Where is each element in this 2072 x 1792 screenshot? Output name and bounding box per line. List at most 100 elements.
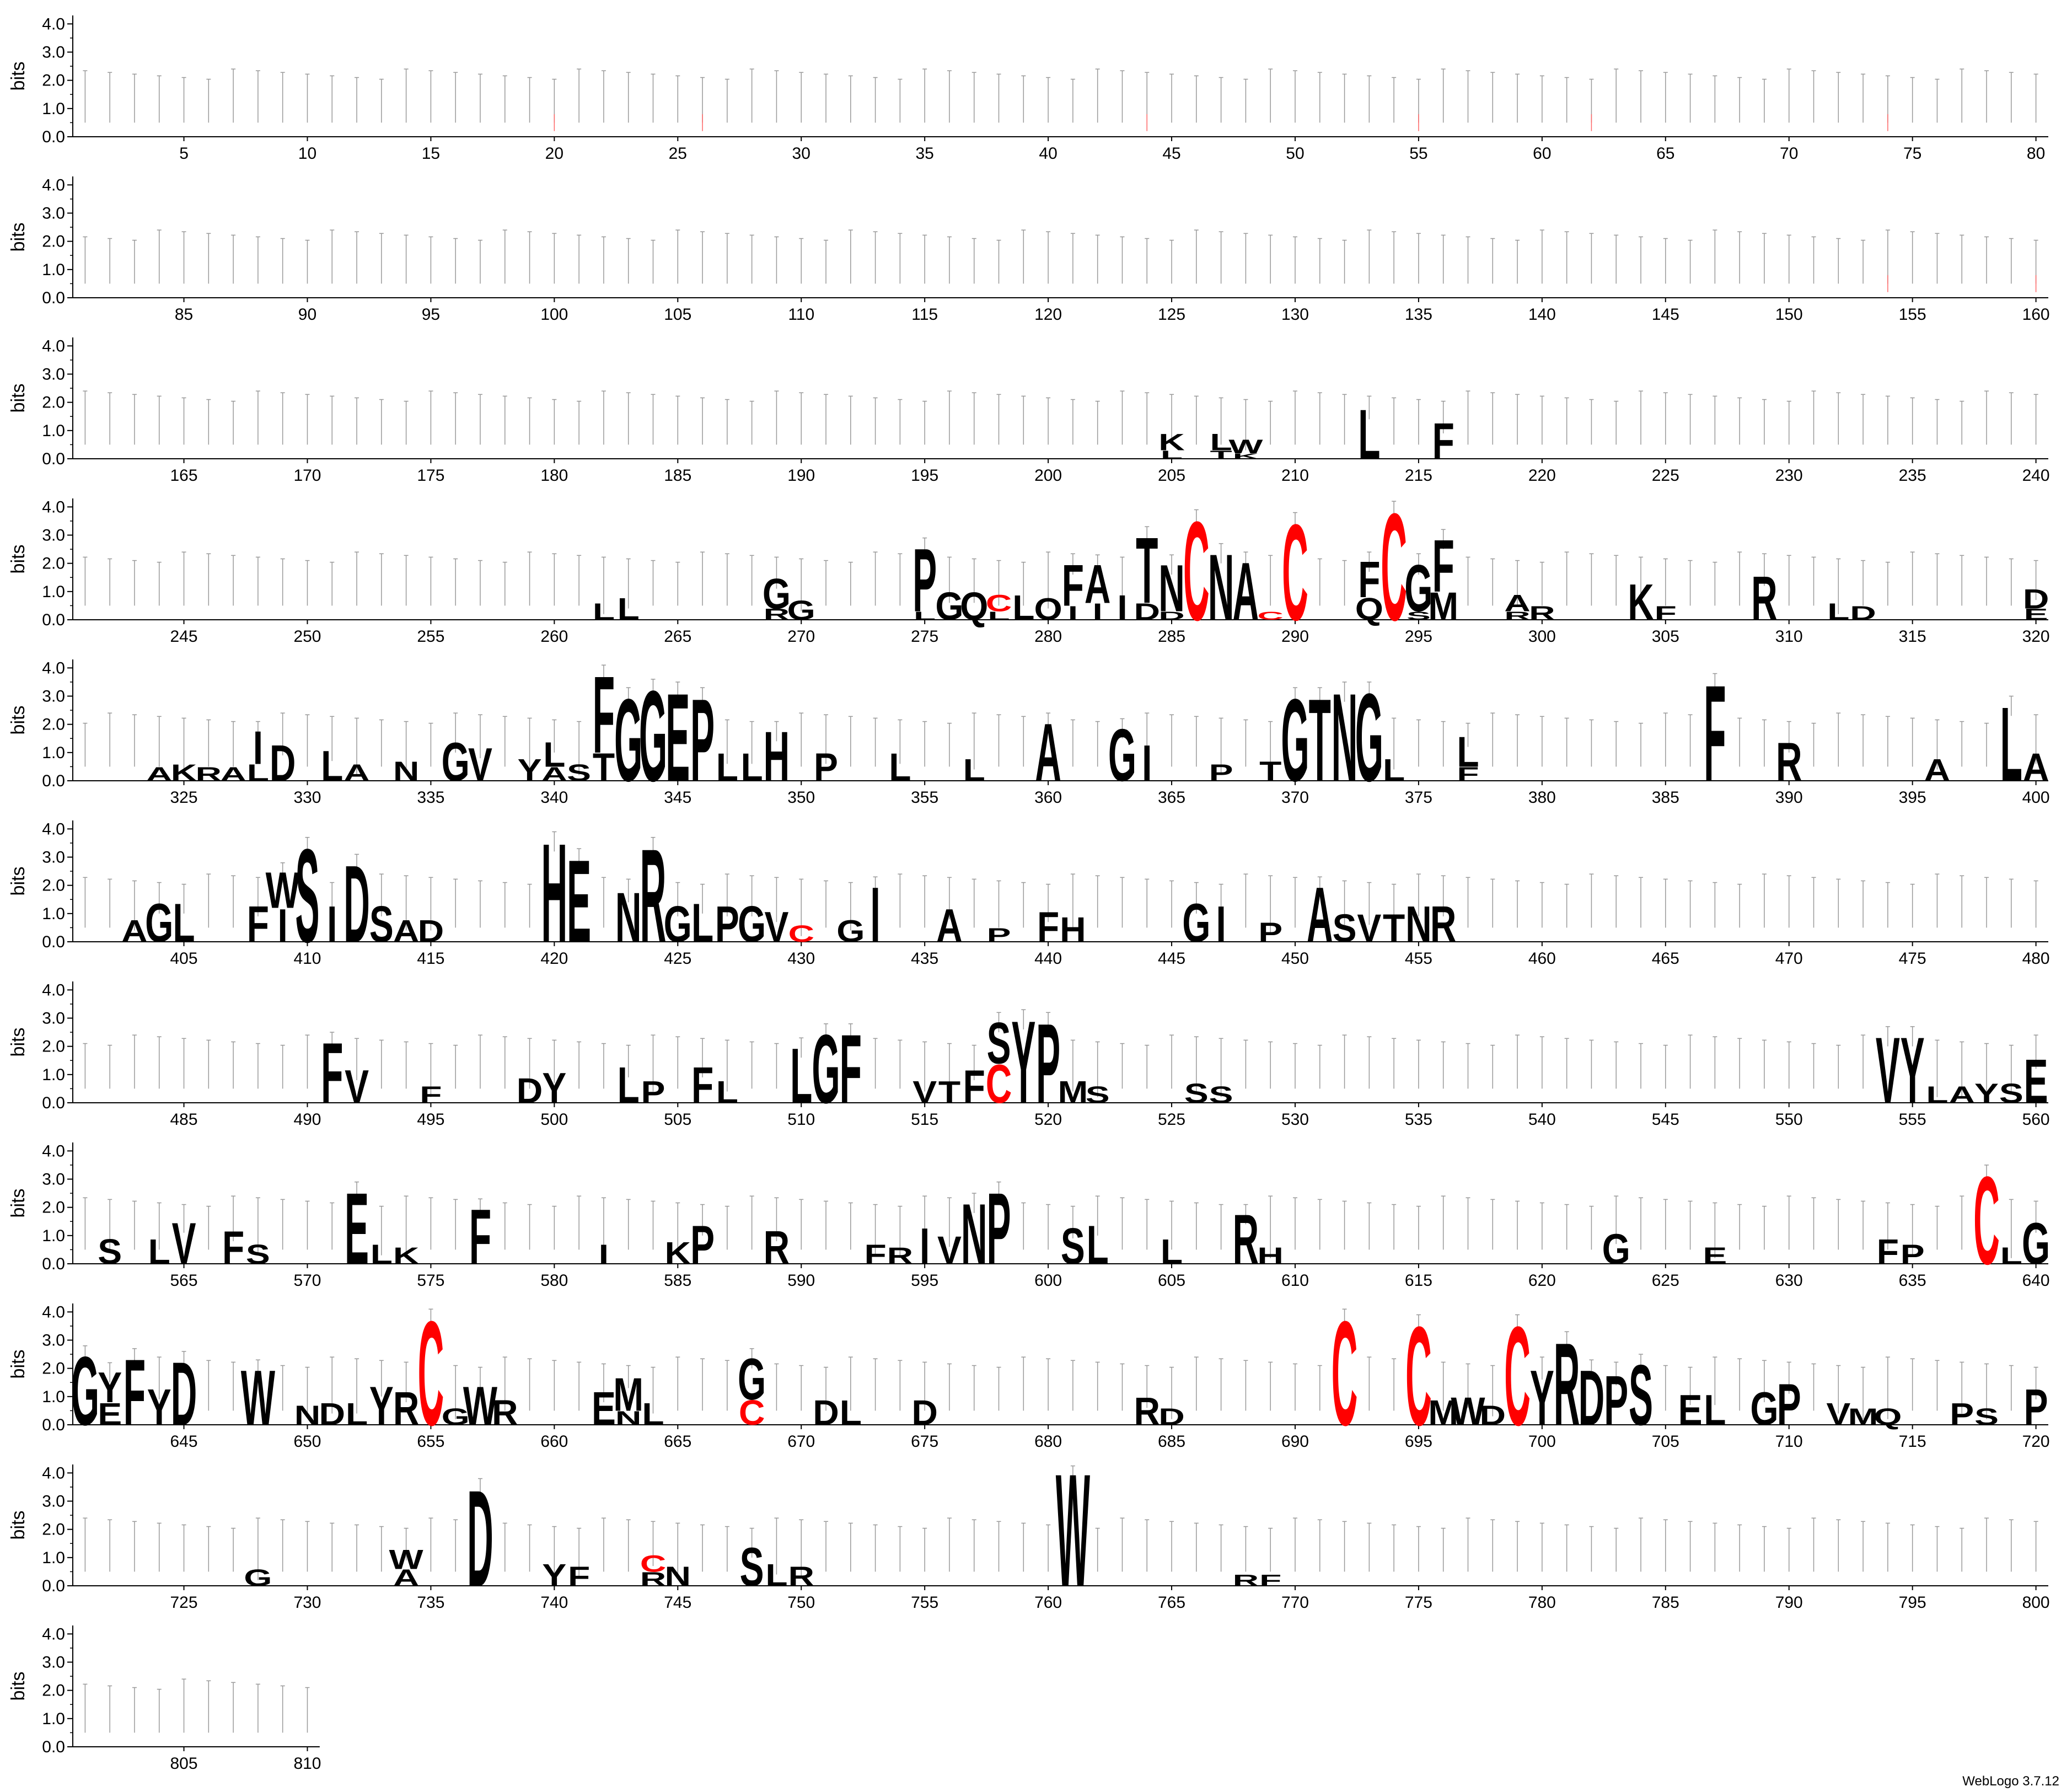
y-tick-label: 1.0 [42,1710,65,1728]
logo-letter: K [1158,429,1185,455]
logo-letter: S [1629,1347,1653,1444]
x-tick-label: 355 [911,788,938,807]
logo-letter: W [241,1355,275,1442]
y-tick-label: 3.0 [42,205,65,223]
x-tick-label: 260 [540,627,568,646]
logo-row-1: 0.0 1.0 2.0 3.0 4.0 bits 5 10 15 20 25 30 35 40 45 50 55… [8,15,2048,163]
logo-letter: R [393,1383,420,1435]
x-tick-label: 35 [915,144,933,163]
logo-letter: D [813,1393,839,1432]
logo-letter: C [1405,1297,1432,1455]
x-tick-label: 600 [1034,1271,1062,1290]
logo-letter: T [1136,518,1158,623]
y-tick-label: 3.0 [42,1171,65,1189]
x-tick-label: 530 [1281,1110,1309,1129]
logo-letter: F [469,1194,491,1281]
logo-letter: E [98,1397,122,1432]
logo-letter: N [294,1401,321,1431]
logo-letter: R [1430,895,1457,953]
logo-letter: D [1158,609,1185,623]
logo-letter: A [1035,707,1061,799]
x-tick-label: 375 [1405,788,1432,807]
logo-row-3: 0.0 1.0 2.0 3.0 4.0 bits 165 170 175 180 185 190 195… [8,337,2050,485]
logo-letter: A [1924,753,1951,788]
logo-letter: I [253,722,263,774]
x-tick-label: 475 [1899,949,1926,968]
logo-letter: D [467,1461,493,1615]
logo-letter: G [442,731,470,792]
logo-letter: T [1383,906,1405,951]
logo-letter: G [1602,1226,1630,1274]
logo-letter: I [1117,588,1127,627]
logo-letter: S [246,1240,270,1270]
x-tick-label: 420 [540,949,568,968]
logo-letter: N [665,1562,691,1592]
x-tick-label: 415 [417,949,444,968]
logo-letter: R [1134,1389,1160,1434]
logo-letter: A [343,760,370,786]
x-tick-label: 210 [1281,466,1309,485]
x-tick-label: 305 [1652,627,1679,646]
x-tick-label: 105 [664,305,691,324]
logo-letter: L [593,599,615,625]
x-tick-label: 125 [1158,305,1185,324]
logo-letter: E [1678,1387,1703,1435]
y-tick-label: 0.0 [42,1577,65,1595]
x-tick-label: 715 [1899,1432,1926,1451]
x-tick-label: 195 [911,466,938,485]
logo-letter: L [716,745,738,790]
logo-letter: L [889,745,911,790]
logo-letter: L [618,592,640,627]
logo-letter: G [639,664,667,808]
x-tick-label: 360 [1034,788,1062,807]
x-tick-label: 20 [545,144,563,163]
y-tick-label: 1.0 [42,1549,65,1567]
y-axis-label: bits [8,867,29,896]
logo-letter: N [615,1407,642,1429]
x-tick-label: 390 [1775,788,1803,807]
x-tick-label: 680 [1034,1432,1062,1451]
y-axis-label: bits [8,1189,29,1218]
logo-letter: L [840,1393,862,1432]
y-tick-label: 0.0 [42,933,65,951]
logo-letter: N [961,1186,987,1283]
logo-letter: Y [1974,1079,1999,1109]
logo-letter: P [715,895,739,953]
logo-letter: C [1332,1290,1358,1456]
y-axis-label: bits [8,1028,29,1057]
logo-letter: P [1209,760,1233,786]
x-tick-label: 15 [422,144,440,163]
logo-letter: F [420,1082,442,1108]
logo-letter: F [321,1025,343,1122]
x-tick-label: 585 [664,1271,691,1290]
logo-letter: A [936,900,963,952]
logo-letter: F [1704,656,1726,810]
logo-letter: I [327,895,337,953]
logo-letter: H [541,814,568,972]
logo-letter: L [1383,753,1405,788]
logo-letter: G [763,570,791,618]
x-tick-label: 280 [1034,627,1062,646]
x-tick-label: 610 [1281,1271,1309,1290]
x-tick-label: 370 [1281,788,1309,807]
logo-letter: W [389,1544,424,1575]
logo-letter: L [346,1397,368,1432]
logo-letter: L [1926,1082,1948,1108]
x-tick-label: 95 [422,305,440,324]
logo-letter: L [1012,588,1034,627]
x-tick-label: 470 [1775,949,1803,968]
logo-letter: F [1457,763,1479,785]
x-tick-label: 435 [911,949,938,968]
logo-letter: A [1948,1082,1975,1108]
x-tick-label: 795 [1899,1594,1926,1612]
x-tick-label: 450 [1281,949,1309,968]
logo-letter: V [1876,1018,1900,1123]
x-tick-label: 240 [2022,466,2050,485]
logo-letter: O [1034,592,1062,627]
logo-letter: W [1228,436,1263,458]
y-tick-label: 3.0 [42,366,65,384]
